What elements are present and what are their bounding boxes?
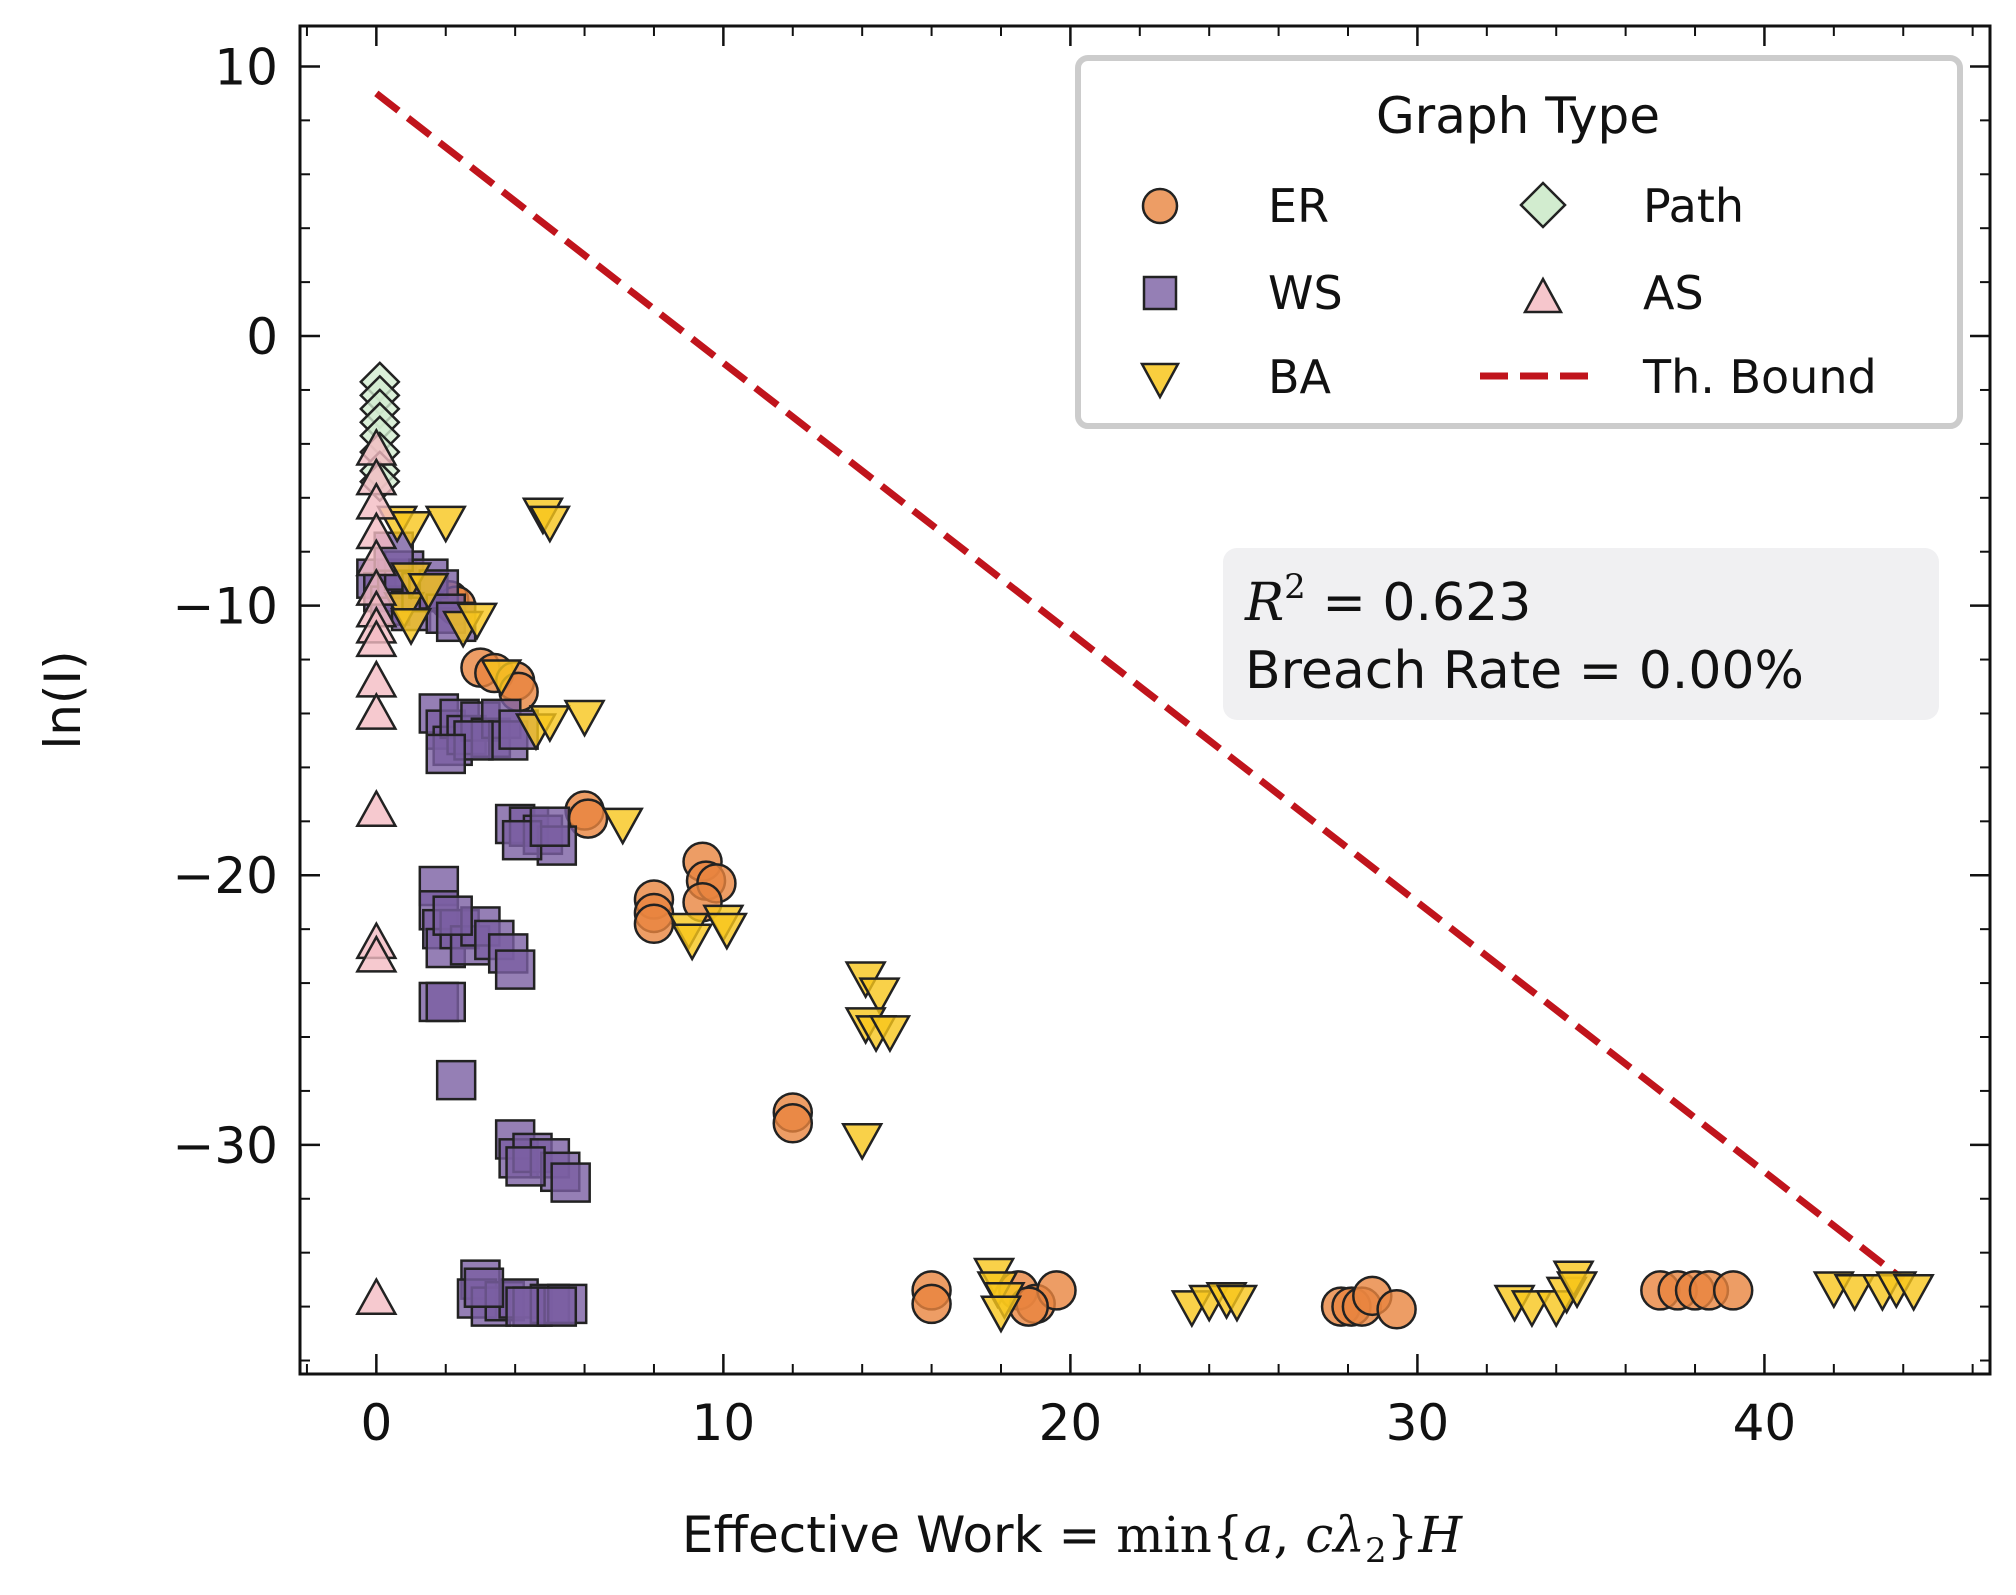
point-ws (494, 949, 536, 990)
r2-text: R2 = 0.623 (1244, 567, 1531, 633)
y-tick-label: −30 (172, 1117, 278, 1175)
point-ws (463, 1267, 505, 1308)
point-ws (536, 1286, 578, 1327)
point-ba (389, 608, 433, 647)
legend-as-marker (1522, 276, 1564, 314)
y-tick-label: 0 (246, 308, 278, 366)
y-axis-title: ln(I) (34, 650, 92, 749)
point-ba (868, 1015, 912, 1054)
point-ba (1892, 1273, 1935, 1312)
legend-ws-label: WS (1268, 266, 1343, 320)
legend-bound-label: Th. Bound (1642, 350, 1877, 404)
point-ba (858, 977, 901, 1016)
x-tick-label: 40 (1733, 1394, 1797, 1452)
annotation-background (1223, 548, 1939, 720)
point-as (355, 788, 398, 827)
point-ws (529, 806, 571, 847)
x-tick-label: 30 (1386, 1394, 1450, 1452)
legend-path-marker (1519, 181, 1567, 229)
point-ba (705, 912, 748, 951)
point-ws (432, 895, 473, 936)
point-as (355, 1276, 398, 1315)
legend-frame (1075, 55, 1963, 429)
point-ba (601, 807, 644, 846)
point-ba (455, 602, 499, 641)
legend-ws-marker (1142, 275, 1178, 311)
legend-path-label: Path (1643, 179, 1744, 233)
point-as (355, 619, 398, 658)
point-er (911, 1283, 952, 1325)
point-as (355, 691, 398, 730)
legend-as-label: AS (1643, 266, 1704, 320)
point-ba (979, 1295, 1023, 1334)
y-tick-label: −10 (172, 578, 278, 636)
bound-line-layer (374, 90, 1906, 1283)
theoretical-bound-line (374, 90, 1906, 1283)
x-tick-label: 10 (692, 1394, 756, 1452)
point-ws (505, 1146, 546, 1187)
point-ba (389, 511, 433, 550)
x-tick-label: 0 (360, 1394, 392, 1452)
legend-er-label: ER (1268, 179, 1329, 233)
point-ba (407, 573, 450, 612)
point-ba (563, 699, 606, 738)
point-as (355, 934, 398, 973)
legend-er-marker (1141, 187, 1179, 225)
legend-ba-marker (1139, 362, 1181, 400)
series-ba (376, 497, 1935, 1334)
points-layer (355, 361, 1935, 1334)
point-ba (480, 659, 523, 698)
point-er (772, 1103, 814, 1144)
point-ws (550, 1162, 591, 1203)
point-ba (1215, 1284, 1259, 1323)
point-ba (528, 705, 571, 744)
legend-ba-label: BA (1268, 350, 1332, 404)
y-tick-label: 10 (214, 38, 278, 96)
point-ba (841, 1122, 884, 1162)
point-er (1712, 1270, 1754, 1311)
annotation-box: R2 = 0.623 Breach Rate = 0.00% (1223, 548, 1939, 720)
point-ba (528, 505, 571, 544)
point-er (633, 903, 675, 945)
point-er (1376, 1289, 1417, 1330)
point-ba (671, 923, 714, 962)
x-axis-title: Effective Work = min{a, cλ2}H (682, 1506, 1464, 1571)
point-ws (435, 1059, 477, 1101)
x-tick-label: 20 (1039, 1394, 1103, 1452)
point-ba (1833, 1273, 1876, 1312)
breach-rate-text: Breach Rate = 0.00% (1245, 641, 1804, 701)
point-ws (425, 981, 466, 1023)
plot-frame (298, 24, 1992, 1376)
y-tick-label: −20 (172, 847, 278, 905)
point-ba (424, 505, 467, 544)
point-ws (425, 733, 466, 775)
legend-title: Graph Type (1376, 87, 1660, 145)
ticks-layer: 0 10 20 30 40 10 0 −10 −20 −30 (172, 26, 1990, 1452)
point-ba (1555, 1271, 1599, 1310)
legend: Graph Type ER WS BA Path AS Th. Bound (1075, 55, 1963, 429)
series-as (355, 427, 398, 1315)
